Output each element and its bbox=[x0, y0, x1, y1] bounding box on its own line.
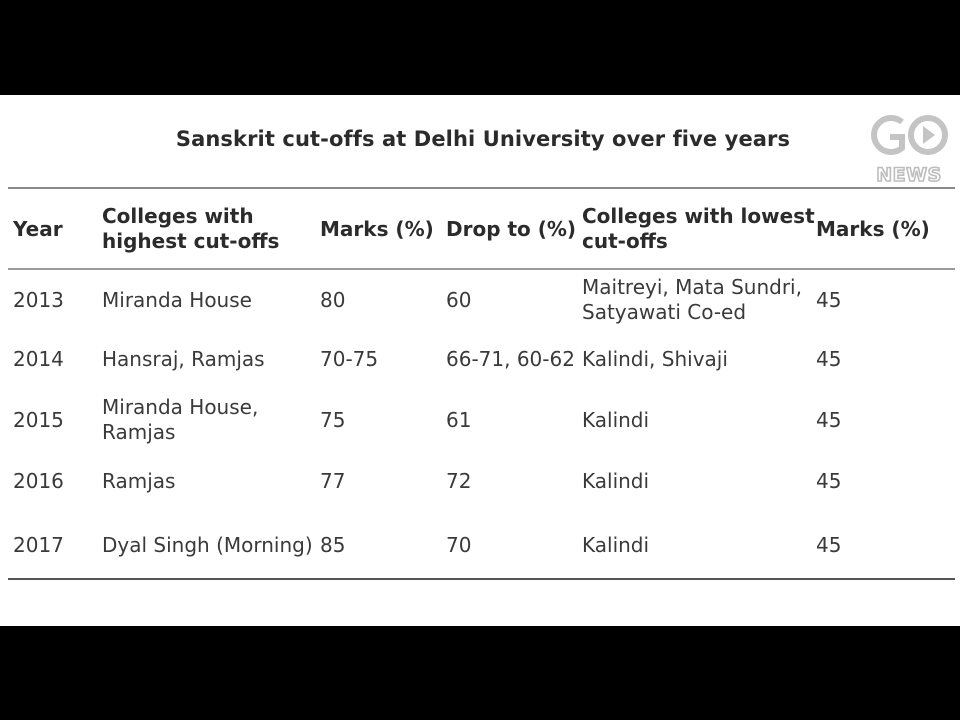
cell-year: 2015 bbox=[13, 408, 64, 433]
cell-drop-to-line: 61 bbox=[446, 407, 472, 432]
header-top-rule bbox=[8, 187, 955, 189]
col-marks-header: Marks (%) bbox=[320, 217, 434, 242]
cell-lowest-colleges-line: Kalindi, Shivaji bbox=[582, 346, 728, 371]
logo-news-text: NEWS bbox=[876, 164, 942, 186]
col-lowest-header: Colleges with lowest cut-offs bbox=[582, 204, 815, 254]
cell-lowest-colleges: Maitreyi, Mata Sundri, Satyawati Co-ed bbox=[582, 275, 802, 325]
cell-marks: 77 bbox=[320, 469, 345, 494]
cell-highest-colleges: Ramjas bbox=[102, 469, 175, 494]
cell-lowest-marks: 45 bbox=[816, 347, 841, 372]
cell-lowest-colleges: Kalindi, Shivaji bbox=[582, 347, 728, 372]
col-drop-header: Drop to (%) bbox=[446, 217, 576, 242]
cell-marks-line: 85 bbox=[320, 532, 346, 557]
cell-year: 2017 bbox=[13, 533, 64, 558]
cell-highest-colleges-line: Miranda House, bbox=[102, 395, 259, 419]
table-bottom-rule bbox=[8, 578, 955, 580]
col-drop-header-line: Drop to (%) bbox=[446, 216, 577, 241]
cell-year: 2013 bbox=[13, 288, 64, 313]
cell-lowest-colleges-line: Kalindi bbox=[582, 532, 650, 557]
cell-marks-line: 70-75 bbox=[320, 346, 379, 371]
cell-lowest-colleges: Kalindi bbox=[582, 469, 649, 494]
col-lowest-header-line: cut-offs bbox=[582, 229, 668, 253]
cell-year-line: 2016 bbox=[13, 468, 64, 493]
cell-lowest-marks-line: 45 bbox=[816, 532, 842, 557]
cell-marks: 70-75 bbox=[320, 347, 378, 372]
cell-marks-line: 77 bbox=[320, 468, 346, 493]
cell-year-line: 2017 bbox=[13, 532, 64, 557]
col-low-marks-header: Marks (%) bbox=[816, 217, 930, 242]
table-title: Sanskrit cut-offs at Delhi University ov… bbox=[175, 127, 791, 151]
content-panel bbox=[0, 95, 960, 626]
col-lowest-header-line: Colleges with lowest bbox=[582, 204, 815, 228]
col-highest-header: Colleges with highest cut-offs bbox=[102, 204, 279, 254]
col-year-header: Year bbox=[13, 217, 63, 242]
col-year-header-line: Year bbox=[13, 216, 63, 241]
cell-year-line: 2014 bbox=[13, 346, 64, 371]
cell-lowest-colleges-line: Maitreyi, Mata Sundri, bbox=[582, 275, 802, 299]
cell-marks: 80 bbox=[320, 288, 345, 313]
cell-drop-to-line: 72 bbox=[446, 468, 472, 493]
cell-year: 2016 bbox=[13, 469, 64, 494]
cell-lowest-marks: 45 bbox=[816, 533, 841, 558]
cell-drop-to-line: 70 bbox=[446, 532, 472, 557]
cell-drop-to-line: 60 bbox=[446, 287, 472, 312]
header-bottom-rule bbox=[8, 268, 955, 270]
cell-year-line: 2015 bbox=[13, 407, 64, 432]
cell-drop-to: 60 bbox=[446, 288, 471, 313]
cell-lowest-colleges: Kalindi bbox=[582, 533, 649, 558]
col-low-marks-header-line: Marks (%) bbox=[816, 216, 930, 241]
cell-drop-to: 72 bbox=[446, 469, 471, 494]
cell-lowest-marks: 45 bbox=[816, 288, 841, 313]
cell-year: 2014 bbox=[13, 347, 64, 372]
cell-lowest-marks-line: 45 bbox=[816, 346, 842, 371]
cell-drop-to: 70 bbox=[446, 533, 471, 558]
cell-highest-colleges-line: Dyal Singh (Morning) bbox=[102, 532, 313, 557]
col-highest-header-line: Colleges with bbox=[102, 204, 254, 228]
cell-highest-colleges-line: Miranda House bbox=[102, 287, 252, 312]
cell-highest-colleges-line: Ramjas bbox=[102, 420, 176, 444]
cell-lowest-marks: 45 bbox=[816, 408, 841, 433]
go-news-logo: NEWS bbox=[871, 115, 948, 186]
cell-lowest-marks: 45 bbox=[816, 469, 841, 494]
cell-highest-colleges-line: Hansraj, Ramjas bbox=[102, 346, 265, 371]
cell-highest-colleges-line: Ramjas bbox=[102, 468, 176, 493]
cell-lowest-marks-line: 45 bbox=[816, 287, 842, 312]
cell-lowest-colleges-line: Kalindi bbox=[582, 468, 650, 493]
cell-drop-to: 66-71, 60-62 bbox=[446, 347, 575, 372]
cell-highest-colleges: Miranda House, Ramjas bbox=[102, 395, 258, 445]
cell-highest-colleges: Dyal Singh (Morning) bbox=[102, 533, 313, 558]
cell-lowest-marks-line: 45 bbox=[816, 407, 842, 432]
cell-marks: 75 bbox=[320, 408, 345, 433]
cell-lowest-marks-line: 45 bbox=[816, 468, 842, 493]
cell-drop-to-line: 66-71, 60-62 bbox=[446, 346, 575, 371]
col-highest-header-line: highest cut-offs bbox=[102, 229, 280, 253]
cell-highest-colleges: Hansraj, Ramjas bbox=[102, 347, 265, 372]
cell-lowest-colleges: Kalindi bbox=[582, 408, 649, 433]
cell-year-line: 2013 bbox=[13, 287, 64, 312]
cell-lowest-colleges-line: Kalindi bbox=[582, 407, 650, 432]
cell-lowest-colleges-line: Satyawati Co-ed bbox=[582, 300, 747, 324]
cell-marks: 85 bbox=[320, 533, 345, 558]
cell-drop-to: 61 bbox=[446, 408, 471, 433]
cell-marks-line: 75 bbox=[320, 407, 346, 432]
col-marks-header-line: Marks (%) bbox=[320, 216, 434, 241]
cell-marks-line: 80 bbox=[320, 287, 346, 312]
cell-highest-colleges: Miranda House bbox=[102, 288, 252, 313]
